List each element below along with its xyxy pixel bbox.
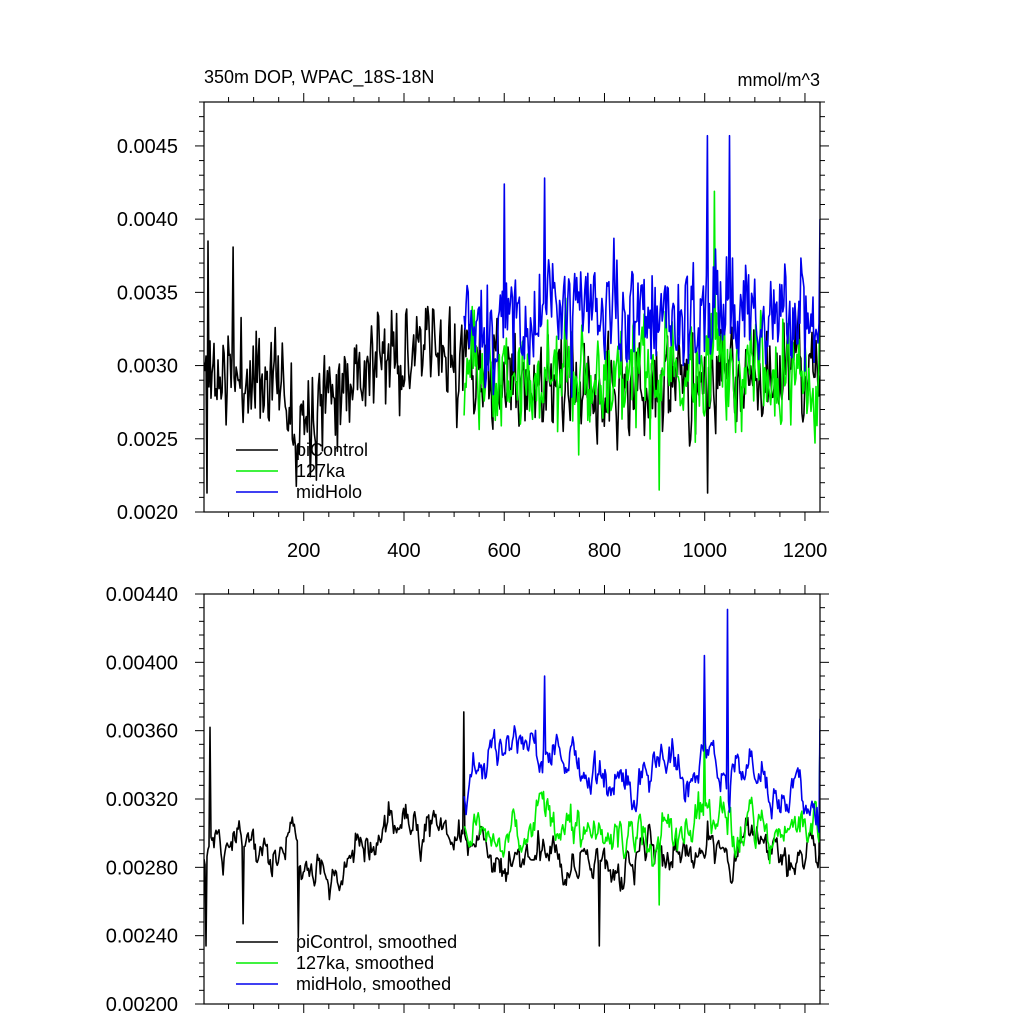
series-line-midholo	[463, 134, 820, 398]
y-tick-label: 0.00240	[106, 926, 178, 948]
x-tick-label: 800	[588, 540, 621, 562]
y-tick-label: 0.0040	[117, 209, 178, 231]
legend-label: piControl	[296, 440, 368, 460]
legend-label: 127ka	[296, 461, 346, 481]
y-tick-label: 0.00200	[106, 994, 178, 1016]
chart-title: 350m DOP, WPAC_18S-18N	[204, 67, 434, 88]
legend-label: midHolo, smoothed	[296, 974, 451, 994]
y-tick-label: 0.00360	[106, 721, 178, 743]
series-line-picontrol-smoothed	[204, 711, 820, 947]
legend-label: midHolo	[296, 482, 362, 502]
x-tick-label: 1200	[783, 540, 828, 562]
x-tick-label: 200	[287, 540, 320, 562]
y-tick-label: 0.00320	[106, 789, 178, 811]
x-tick-label: 600	[488, 540, 521, 562]
y-tick-label: 0.0025	[117, 429, 178, 451]
y-tick-label: 0.00440	[106, 584, 178, 606]
bottom-axes-layer: 0.00200 0.00240 0.00280 0.00320 0.00360 0.004…	[106, 584, 829, 1016]
units-label: mmol/m^3	[738, 70, 820, 90]
bottom-panel: 0.00200 0.00240 0.00280 0.00320 0.00360 0.004…	[106, 584, 829, 1016]
top-series-layer	[204, 134, 820, 494]
top-panel: 200 400 600 800 1000 1200 0.0020 0.0025 0.0030 0.…	[117, 93, 829, 562]
series-line-midholo-smoothed	[463, 608, 820, 833]
y-tick-label: 0.0020	[117, 502, 178, 524]
y-tick-label: 0.00280	[106, 857, 178, 879]
y-tick-label: 0.0030	[117, 356, 178, 378]
top-axes-layer: 200 400 600 800 1000 1200 0.0020 0.0025 0.0030 0.…	[117, 93, 829, 562]
y-tick-label: 0.0035	[117, 282, 178, 304]
y-tick-label: 0.00400	[106, 652, 178, 674]
bottom-series-layer	[204, 608, 820, 947]
series-line-picontrol	[204, 240, 820, 494]
legend-label: 127ka, smoothed	[296, 953, 434, 973]
legend-label: piControl, smoothed	[296, 932, 457, 952]
y-tick-label: 0.0045	[117, 136, 178, 158]
x-tick-label: 1000	[682, 540, 727, 562]
series-line-127ka-smoothed	[463, 726, 820, 906]
x-tick-label: 400	[387, 540, 420, 562]
